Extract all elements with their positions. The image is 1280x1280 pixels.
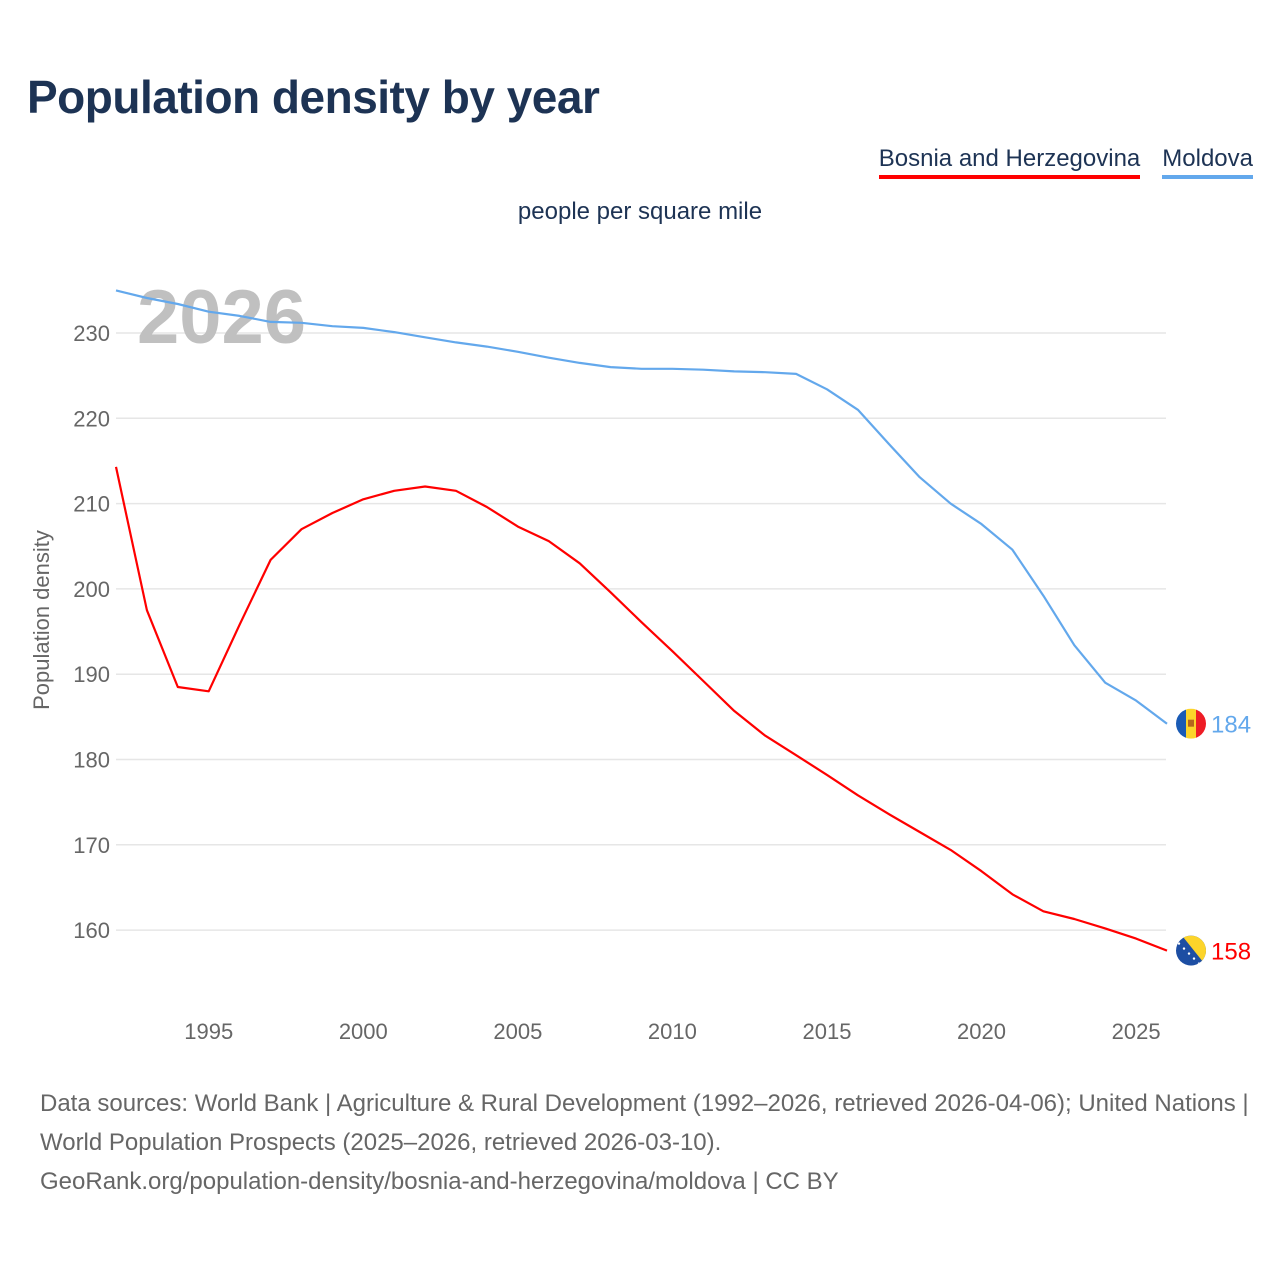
x-tick-label: 2020 [957,1019,1006,1044]
flag-star [1177,942,1181,945]
series-line-moldova [115,289,1168,725]
flag-star [1197,962,1201,965]
end-value-label: 158 [1211,939,1251,966]
legend: Bosnia and Herzegovina Moldova [878,145,1253,179]
chart-title: Population density by year [27,71,600,123]
legend-item-bosnia[interactable]: Bosnia and Herzegovina [878,145,1141,179]
legend-item-moldova[interactable]: Moldova [1162,145,1253,179]
chart-subtitle: people per square mile [517,198,763,225]
data-sources: Data sources: World Bank | Agriculture &… [40,1090,1249,1156]
y-tick-label: 210 [73,492,110,517]
flag-star [1187,952,1191,955]
y-tick-label: 230 [73,321,110,346]
y-tick-label: 200 [73,577,110,602]
credit-link[interactable]: GeoRank.org/population-density/bosnia-an… [40,1168,839,1195]
y-tick-label: 170 [73,833,110,858]
y-tick-label: 160 [73,918,110,943]
bosnia-flag-icon [1176,935,1206,966]
flag-stripe [1176,708,1186,739]
year-watermark: 2026 [137,275,306,360]
footer: Data sources: World Bank | Agriculture &… [40,1084,1250,1201]
y-tick-label: 180 [73,748,110,773]
flag-star [1182,947,1186,950]
x-tick-label: 1995 [184,1019,233,1044]
y-tick-label: 220 [73,406,110,431]
x-tick-label: 2010 [648,1019,697,1044]
x-tick-label: 2025 [1112,1019,1161,1044]
x-tick-label: 2005 [493,1019,542,1044]
flag-triangle [1182,935,1206,966]
y-tick-label: 190 [73,662,110,687]
flag-star [1192,957,1196,960]
end-value-label: 184 [1211,712,1251,739]
flag [1176,708,1206,739]
flag [1176,935,1206,966]
series-line-bosnia [114,466,1168,952]
flag-emblem [1188,719,1194,727]
flag-stripe [1196,708,1206,739]
x-tick-label: 2000 [339,1019,388,1044]
moldova-flag-icon [1176,708,1206,739]
x-tick-label: 2015 [802,1019,851,1044]
